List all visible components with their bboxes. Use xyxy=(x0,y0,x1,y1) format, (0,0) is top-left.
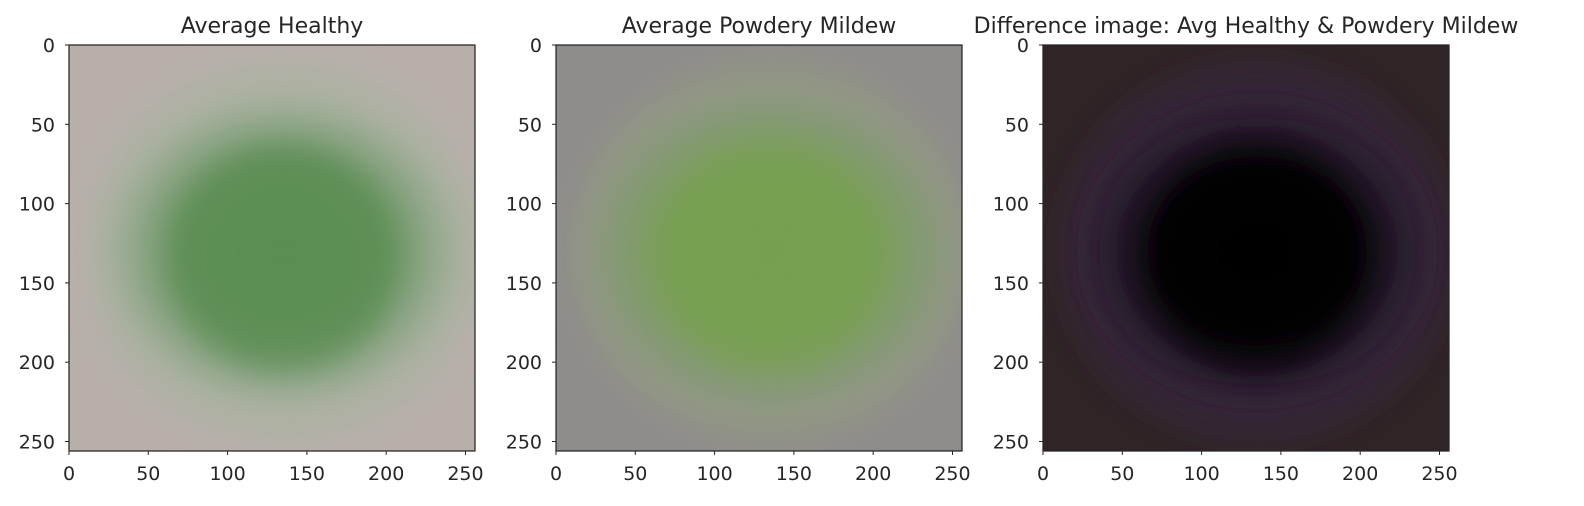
y-tick-label: 250 xyxy=(506,431,542,453)
y-tick-label: 200 xyxy=(19,352,55,374)
x-tick-label: 50 xyxy=(1110,463,1134,485)
y-tick-label: 100 xyxy=(19,194,55,216)
axes-frame xyxy=(1042,44,1450,452)
x-tick-label: 200 xyxy=(1342,463,1378,485)
x-tick-label: 50 xyxy=(136,463,160,485)
x-tick-label: 150 xyxy=(1263,463,1299,485)
y-tick-label: 0 xyxy=(1017,35,1029,57)
chart-title: Average Healthy xyxy=(181,14,364,39)
y-tick-label: 100 xyxy=(993,194,1029,216)
y-tick-label: 0 xyxy=(530,35,542,57)
x-tick-label: 0 xyxy=(550,463,562,485)
y-tick-label: 100 xyxy=(506,194,542,216)
x-tick-label: 100 xyxy=(696,463,732,485)
x-tick-label: 250 xyxy=(1421,463,1457,485)
y-tick-label: 200 xyxy=(993,352,1029,374)
panel-healthy: Average Healthy 0 50 100 150 200 250 0 50 100 150 2… xyxy=(19,14,484,485)
x-tick-label: 250 xyxy=(447,463,483,485)
y-tick-label: 250 xyxy=(993,431,1029,453)
panel-difference: Difference image: Avg Healthy & Powdery … xyxy=(974,14,1519,485)
x-tick-label: 200 xyxy=(368,463,404,485)
image-healthy xyxy=(69,45,475,451)
x-tick-label: 150 xyxy=(776,463,812,485)
axes-frame xyxy=(68,44,476,452)
y-tick-label: 150 xyxy=(993,273,1029,295)
x-tick-label: 0 xyxy=(63,463,75,485)
x-tick-label: 100 xyxy=(1183,463,1219,485)
panel-mildew: Average Powdery Mildew 0 50 100 150 200 250 0 50… xyxy=(506,14,971,485)
axes-frame xyxy=(555,44,963,452)
y-tick-label: 150 xyxy=(506,273,542,295)
y-tick-label: 150 xyxy=(19,273,55,295)
x-tick-label: 150 xyxy=(289,463,325,485)
y-tick-label: 50 xyxy=(1005,114,1029,136)
x-tick-label: 50 xyxy=(623,463,647,485)
y-tick-label: 50 xyxy=(31,114,55,136)
image-difference xyxy=(1043,45,1449,451)
x-tick-label: 250 xyxy=(934,463,970,485)
image-mildew xyxy=(556,45,962,451)
x-tick-label: 0 xyxy=(1037,463,1049,485)
x-tick-label: 200 xyxy=(855,463,891,485)
x-tick-label: 100 xyxy=(209,463,245,485)
y-tick-label: 200 xyxy=(506,352,542,374)
chart-title: Difference image: Avg Healthy & Powdery … xyxy=(974,14,1519,39)
chart-title: Average Powdery Mildew xyxy=(622,14,897,39)
y-tick-label: 250 xyxy=(19,431,55,453)
y-tick-label: 0 xyxy=(43,35,55,57)
y-tick-label: 50 xyxy=(518,114,542,136)
